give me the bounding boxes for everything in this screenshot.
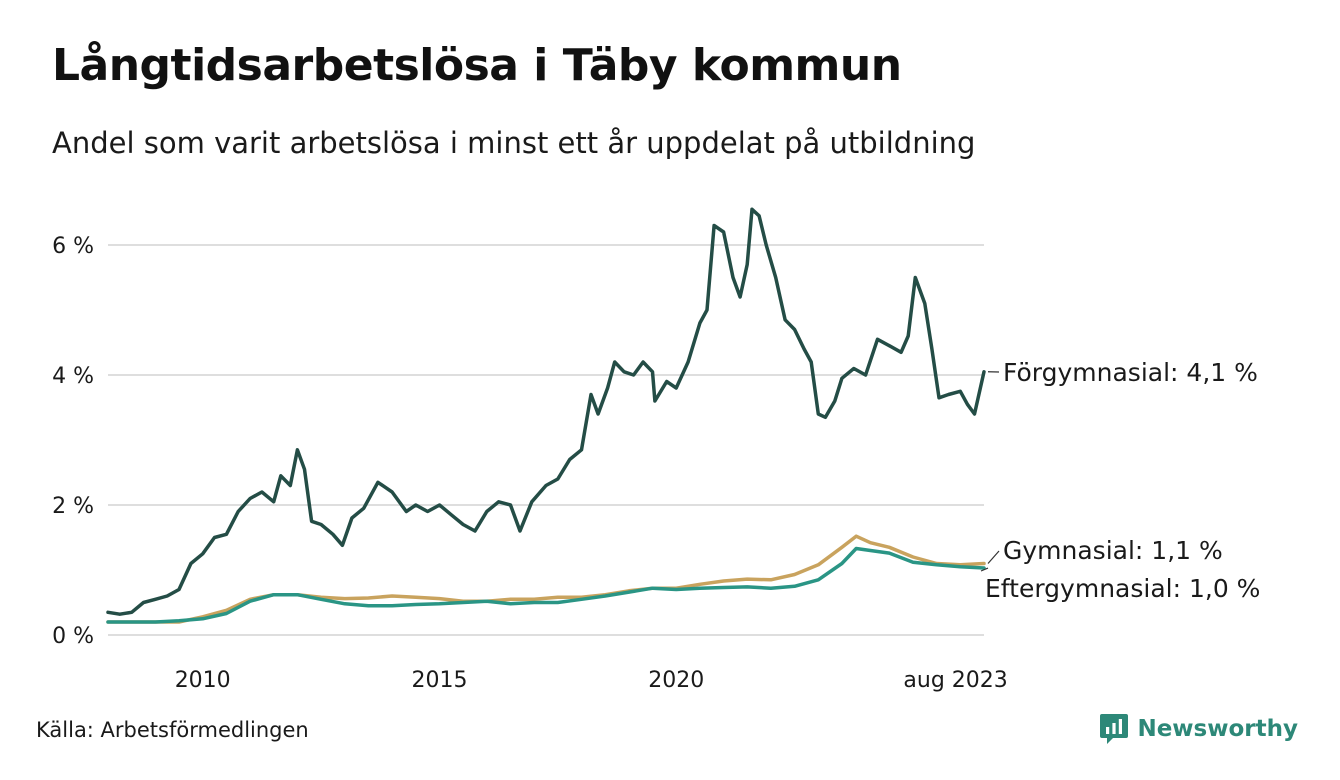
y-axis-ticks: 0 % 2 % 4 % 6 % bbox=[52, 234, 94, 649]
source-note: Källa: Arbetsförmedlingen bbox=[36, 718, 309, 742]
chart-subtitle: Andel som varit arbetslösa i minst ett å… bbox=[52, 126, 976, 160]
series-line-förgymnasial bbox=[106, 207, 986, 616]
label-leader-line bbox=[980, 567, 989, 572]
brand-logo[interactable]: Newsworthy bbox=[1099, 712, 1298, 746]
series-lines bbox=[106, 207, 986, 624]
gridlines bbox=[108, 244, 984, 636]
label-leader-line bbox=[987, 550, 1000, 564]
x-axis-ticks: 2010 2015 2020 aug 2023 bbox=[175, 668, 1008, 693]
series-labels: Förgymnasial: 4,1 % Gymnasial: 1,1 % Efter… bbox=[980, 358, 1260, 603]
line-chart: 0 % 2 % 4 % 6 % 2010 2015 2020 aug 2023 Förgym… bbox=[52, 207, 1260, 693]
series-label-gymnasial: Gymnasial: 1,1 % bbox=[1003, 536, 1223, 565]
brand-name: Newsworthy bbox=[1137, 716, 1298, 742]
x-tick-label: 2010 bbox=[175, 668, 231, 693]
x-tick-label: 2020 bbox=[648, 668, 704, 693]
chart-title: Långtidsarbetslösa i Täby kommun bbox=[52, 40, 902, 91]
y-tick-label: 4 % bbox=[52, 364, 94, 389]
series-label-eftergymnasial: Eftergymnasial: 1,0 % bbox=[985, 574, 1260, 603]
y-tick-label: 2 % bbox=[52, 494, 94, 519]
x-tick-label: aug 2023 bbox=[903, 668, 1007, 693]
series-line-eftergymnasial bbox=[106, 546, 986, 624]
x-tick-label: 2015 bbox=[411, 668, 467, 693]
y-tick-label: 6 % bbox=[52, 234, 94, 259]
y-tick-label: 0 % bbox=[52, 624, 94, 649]
newsworthy-logo-icon bbox=[1100, 714, 1129, 744]
series-label-förgymnasial: Förgymnasial: 4,1 % bbox=[1003, 358, 1258, 387]
series-line-gymnasial bbox=[106, 534, 986, 624]
